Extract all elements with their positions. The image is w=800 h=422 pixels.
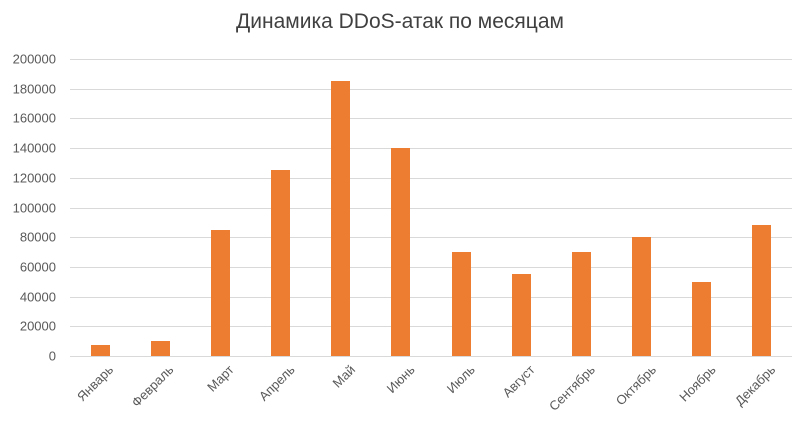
bar-6[interactable] xyxy=(391,148,411,356)
x-tick-label: Декабрь xyxy=(731,362,779,409)
bar-10[interactable] xyxy=(632,237,652,356)
gridline xyxy=(70,296,792,298)
x-tick-label: Июль xyxy=(443,362,478,397)
gridline xyxy=(70,207,792,209)
x-tick-label: Октябрь xyxy=(612,362,659,409)
bar-11[interactable] xyxy=(692,281,712,356)
y-tick-label: 80000 xyxy=(19,229,56,245)
gridline xyxy=(70,118,792,120)
x-tick-label: Февраль xyxy=(128,362,177,410)
gridline xyxy=(70,88,792,90)
y-tick-label: 160000 xyxy=(12,110,56,126)
gridline xyxy=(70,148,792,150)
y-tick-label: 200000 xyxy=(12,51,56,67)
x-tick-label: Март xyxy=(204,362,238,395)
bar-8[interactable] xyxy=(511,274,531,356)
bar-12[interactable] xyxy=(752,225,772,356)
gridline xyxy=(70,326,792,328)
x-tick-label: Ноябрь xyxy=(675,362,719,405)
gridline xyxy=(70,177,792,179)
y-tick-label: 0 xyxy=(48,348,56,364)
gridline xyxy=(70,266,792,268)
gridline xyxy=(70,237,792,239)
x-tick-label: Май xyxy=(329,362,358,391)
bar-1[interactable] xyxy=(90,344,110,356)
x-tick-label: Сентябрь xyxy=(546,362,599,414)
plot-area xyxy=(70,59,792,357)
x-tick-label: Апрель xyxy=(255,362,298,404)
chart-title: Динамика DDoS-атак по месяцам xyxy=(236,10,564,33)
x-tick-label: Июнь xyxy=(383,362,418,396)
y-tick-label: 120000 xyxy=(12,170,56,186)
bar-7[interactable] xyxy=(451,252,471,356)
y-tick-label: 20000 xyxy=(19,318,56,334)
bar-9[interactable] xyxy=(571,252,591,356)
gridline xyxy=(70,356,792,357)
y-tick-label: 60000 xyxy=(19,259,56,275)
bar-4[interactable] xyxy=(271,170,291,356)
bar-2[interactable] xyxy=(150,341,170,356)
bar-5[interactable] xyxy=(331,81,351,356)
y-tick-label: 40000 xyxy=(19,289,56,305)
gridline xyxy=(70,59,792,60)
y-tick-label: 100000 xyxy=(12,200,56,215)
y-tick-label: 140000 xyxy=(12,140,56,156)
x-tick-label: Январь xyxy=(74,362,117,405)
y-tick-label: 180000 xyxy=(12,81,56,97)
bar-3[interactable] xyxy=(210,229,230,356)
x-tick-label: Август xyxy=(499,362,538,401)
